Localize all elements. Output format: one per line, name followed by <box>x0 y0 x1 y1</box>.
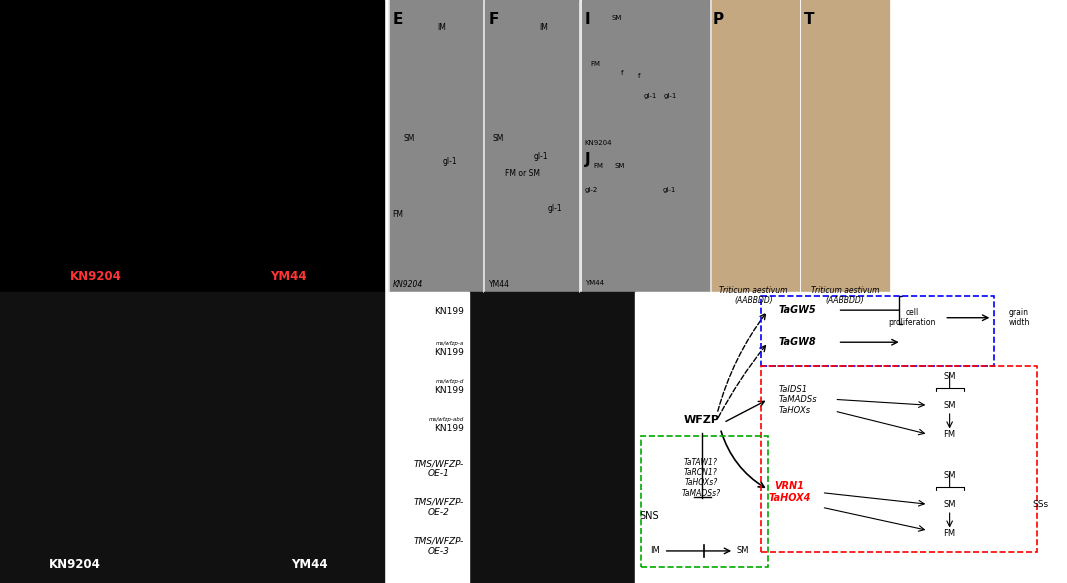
Text: J: J <box>585 152 590 167</box>
Text: IM: IM <box>650 546 660 556</box>
Text: FM: FM <box>590 61 600 67</box>
Text: FM: FM <box>393 210 403 219</box>
Text: YM44: YM44 <box>489 280 510 289</box>
Text: SM: SM <box>736 546 749 556</box>
Text: YM44: YM44 <box>291 559 328 571</box>
Text: SM: SM <box>493 134 505 143</box>
Text: TaGW5: TaGW5 <box>779 305 816 315</box>
Text: KN199: KN199 <box>434 386 464 395</box>
Text: gl-2: gl-2 <box>585 187 598 192</box>
Text: IM: IM <box>539 23 547 32</box>
Bar <box>635 292 1067 583</box>
Text: KN9204: KN9204 <box>49 559 100 571</box>
Text: ms/wfzp-abd: ms/wfzp-abd <box>429 416 464 422</box>
Text: KN9204: KN9204 <box>393 280 423 289</box>
Text: Triticum aestivum
(AABBDD): Triticum aestivum (AABBDD) <box>719 286 787 305</box>
Bar <box>0 0 384 292</box>
Text: TaIDS1
TaMADSs
TaHOXs: TaIDS1 TaMADSs TaHOXs <box>779 385 817 415</box>
Text: VRN1
TaHOX4: VRN1 TaHOX4 <box>768 481 811 503</box>
Bar <box>389 0 483 292</box>
Bar <box>469 292 635 583</box>
Text: FM or SM: FM or SM <box>505 169 540 178</box>
Text: gl-1: gl-1 <box>547 204 562 213</box>
Text: KN199: KN199 <box>434 348 464 357</box>
Text: ms/wfzp-d: ms/wfzp-d <box>435 378 464 384</box>
Text: KN199: KN199 <box>434 307 464 317</box>
Text: SM: SM <box>611 15 622 20</box>
Text: IM: IM <box>437 23 446 32</box>
Text: FM: FM <box>593 163 603 169</box>
Text: gl-1: gl-1 <box>664 93 678 99</box>
Text: gl-1: gl-1 <box>663 187 676 192</box>
Text: WFZP: WFZP <box>684 415 720 425</box>
Text: TMS/WFZP-
OE-1: TMS/WFZP- OE-1 <box>414 459 464 479</box>
Text: SNS: SNS <box>639 511 658 521</box>
Text: gl-1: gl-1 <box>534 152 548 160</box>
Text: SM: SM <box>943 371 956 381</box>
Text: TMS/WFZP-
OE-2: TMS/WFZP- OE-2 <box>414 497 464 517</box>
Text: cell
proliferation: cell proliferation <box>889 308 936 328</box>
Text: f: f <box>638 73 640 79</box>
Text: T: T <box>803 12 814 27</box>
Text: f: f <box>621 70 623 76</box>
Text: ms/wfzp-a: ms/wfzp-a <box>436 340 464 346</box>
Text: KN9204: KN9204 <box>70 270 122 283</box>
Text: I: I <box>585 12 590 27</box>
Text: P: P <box>713 12 723 27</box>
Text: grain
width: grain width <box>1008 308 1030 328</box>
Text: TaTAW1?
TaRCN1?
TaHOXs?
TaMADSs?: TaTAW1? TaRCN1? TaHOXs? TaMADSs? <box>682 458 720 498</box>
Text: TaGW8: TaGW8 <box>779 337 816 347</box>
Text: F: F <box>489 12 499 27</box>
Bar <box>389 292 469 583</box>
Text: SM: SM <box>943 401 956 410</box>
Text: SM: SM <box>943 500 956 509</box>
Bar <box>0 292 384 583</box>
Text: YM44: YM44 <box>270 270 306 283</box>
Text: TMS/WFZP-
OE-3: TMS/WFZP- OE-3 <box>414 536 464 556</box>
Text: FM: FM <box>943 430 956 439</box>
Text: gl-1: gl-1 <box>643 93 657 99</box>
Bar <box>801 0 889 292</box>
Text: FM: FM <box>943 529 956 538</box>
Text: E: E <box>393 12 403 27</box>
Text: Triticum aestivum
(AABBDD): Triticum aestivum (AABBDD) <box>811 286 879 305</box>
Text: SSs: SSs <box>1032 500 1049 509</box>
Text: SM: SM <box>943 470 956 480</box>
Text: SM: SM <box>403 134 415 143</box>
Text: KN199: KN199 <box>434 424 464 433</box>
Bar <box>582 0 710 292</box>
Bar <box>712 0 799 292</box>
Text: gl-1: gl-1 <box>443 157 458 166</box>
Text: SM: SM <box>615 163 625 169</box>
Text: YM44: YM44 <box>585 280 604 286</box>
Text: KN9204: KN9204 <box>585 140 612 146</box>
Bar <box>891 0 1067 292</box>
Bar <box>485 0 579 292</box>
